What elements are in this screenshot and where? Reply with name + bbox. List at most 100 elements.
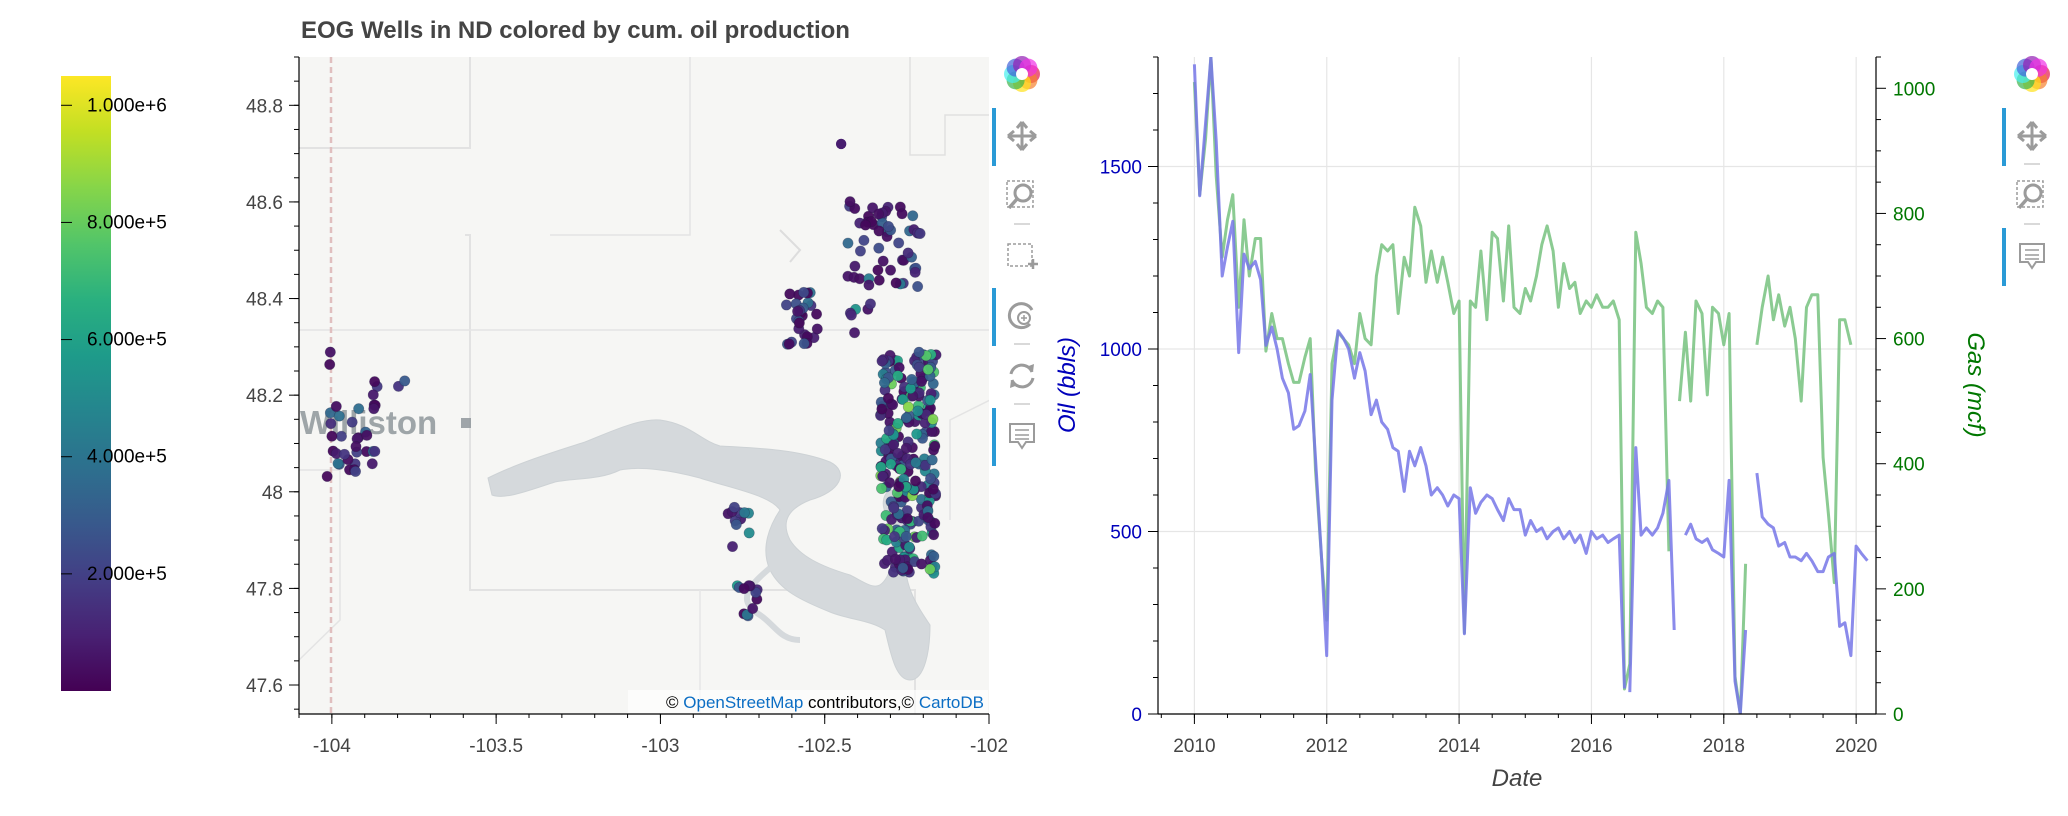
well-point[interactable]	[877, 255, 889, 267]
well-point[interactable]	[369, 376, 381, 388]
well-point[interactable]	[873, 242, 885, 254]
well-point[interactable]	[367, 389, 379, 401]
osm-link[interactable]: OpenStreetMap	[683, 693, 803, 712]
well-point[interactable]	[730, 518, 742, 530]
well-point[interactable]	[332, 458, 344, 470]
well-point[interactable]	[928, 529, 940, 541]
well-point[interactable]	[876, 482, 888, 494]
well-point[interactable]	[884, 477, 896, 489]
oil-series-line[interactable]	[1755, 472, 1869, 658]
gas-series-line[interactable]	[1192, 57, 1671, 691]
well-point[interactable]	[900, 412, 912, 424]
wheel-zoom-icon[interactable]	[996, 288, 1048, 344]
well-point[interactable]	[854, 245, 866, 257]
well-point[interactable]	[324, 358, 336, 370]
well-point[interactable]	[910, 475, 922, 487]
well-point[interactable]	[924, 394, 936, 406]
well-point[interactable]	[892, 370, 904, 382]
well-point[interactable]	[877, 470, 889, 482]
well-point[interactable]	[882, 392, 894, 404]
well-point[interactable]	[914, 227, 926, 239]
pan-icon[interactable]	[2006, 108, 2058, 164]
well-point[interactable]	[909, 266, 921, 278]
well-point[interactable]	[876, 403, 888, 415]
well-point[interactable]	[885, 458, 897, 470]
well-point[interactable]	[912, 281, 924, 293]
well-point[interactable]	[368, 403, 380, 415]
well-point[interactable]	[844, 196, 856, 208]
well-point[interactable]	[338, 448, 350, 460]
well-point[interactable]	[747, 603, 759, 615]
well-point[interactable]	[835, 138, 847, 150]
well-point[interactable]	[743, 527, 755, 539]
well-point[interactable]	[361, 429, 373, 441]
well-point[interactable]	[913, 346, 925, 358]
cartodb-link[interactable]: CartoDB	[919, 693, 984, 712]
well-point[interactable]	[330, 400, 342, 412]
well-point[interactable]	[929, 517, 941, 529]
well-point[interactable]	[927, 413, 939, 425]
well-point[interactable]	[879, 444, 891, 456]
well-point[interactable]	[738, 583, 750, 595]
well-point[interactable]	[897, 562, 909, 574]
well-point[interactable]	[902, 401, 914, 413]
well-point[interactable]	[927, 483, 939, 495]
well-point[interactable]	[849, 327, 861, 339]
well-point[interactable]	[906, 374, 918, 386]
well-point[interactable]	[792, 305, 804, 317]
well-point[interactable]	[366, 458, 378, 470]
well-point[interactable]	[858, 234, 870, 246]
well-point[interactable]	[369, 445, 381, 457]
well-point[interactable]	[864, 298, 876, 310]
well-point[interactable]	[929, 440, 941, 452]
well-point[interactable]	[350, 441, 362, 453]
well-point[interactable]	[811, 308, 823, 320]
reset-icon[interactable]	[996, 348, 1048, 404]
well-point[interactable]	[873, 225, 885, 237]
pan-icon[interactable]	[996, 108, 1048, 164]
well-point[interactable]	[890, 277, 902, 289]
well-point[interactable]	[893, 481, 905, 493]
box-select-icon[interactable]	[996, 228, 1048, 284]
map-plot[interactable]: Williston © OpenStreetMap contributors,©…	[246, 56, 1008, 757]
oil-series-line[interactable]	[1628, 446, 1676, 693]
well-point[interactable]	[738, 507, 750, 519]
well-point[interactable]	[784, 288, 796, 300]
hover-icon[interactable]	[996, 408, 1048, 464]
bokeh-logo-icon[interactable]	[2014, 56, 2050, 92]
well-point[interactable]	[895, 463, 907, 475]
well-point[interactable]	[783, 338, 795, 350]
well-point[interactable]	[928, 550, 940, 562]
well-point[interactable]	[873, 274, 885, 286]
well-point[interactable]	[875, 461, 887, 473]
well-point[interactable]	[902, 247, 914, 259]
well-point[interactable]	[896, 208, 908, 220]
oil-series-line[interactable]	[1684, 478, 1748, 714]
well-point[interactable]	[883, 424, 895, 436]
well-point[interactable]	[900, 530, 912, 542]
well-point[interactable]	[849, 260, 861, 272]
well-point[interactable]	[324, 346, 336, 358]
well-point[interactable]	[326, 430, 338, 442]
gas-series-line[interactable]	[1755, 274, 1853, 585]
well-point[interactable]	[922, 512, 934, 524]
well-point[interactable]	[727, 541, 739, 553]
well-point[interactable]	[346, 416, 358, 428]
well-point[interactable]	[897, 393, 909, 405]
well-point[interactable]	[399, 375, 411, 387]
well-point[interactable]	[885, 264, 897, 276]
well-point[interactable]	[922, 363, 934, 375]
well-point[interactable]	[892, 417, 904, 429]
well-point[interactable]	[907, 210, 919, 222]
well-point[interactable]	[811, 323, 823, 335]
well-point[interactable]	[793, 317, 805, 329]
bokeh-logo-icon[interactable]	[1004, 56, 1040, 92]
well-point[interactable]	[873, 208, 885, 220]
well-point[interactable]	[882, 220, 894, 232]
well-point[interactable]	[926, 454, 938, 466]
well-point[interactable]	[728, 501, 740, 513]
well-point[interactable]	[903, 541, 915, 553]
well-point[interactable]	[876, 523, 888, 535]
well-point[interactable]	[892, 447, 904, 459]
well-point[interactable]	[842, 237, 854, 249]
